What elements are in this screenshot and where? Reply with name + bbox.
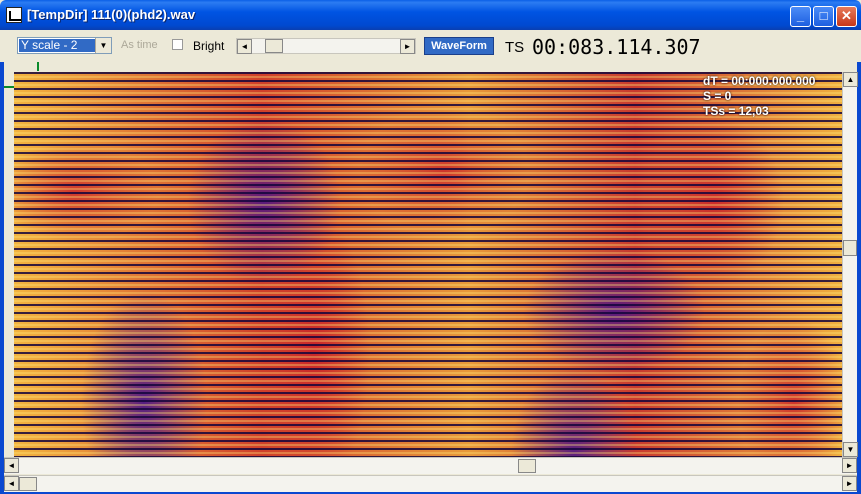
app-icon[interactable] xyxy=(6,7,22,23)
bright-label: Bright xyxy=(193,39,225,53)
scroll-up-arrow-icon[interactable]: ▲ xyxy=(843,72,858,87)
as-time-label: As time xyxy=(121,39,158,51)
tss-readout: TSs = 12,03 xyxy=(703,104,769,118)
ts-label: TS xyxy=(505,39,525,56)
horizontal-scrollbar-secondary[interactable]: ◄ ► xyxy=(4,475,857,492)
window-title: [TempDir] 111(0)(phd2).wav xyxy=(27,7,196,22)
timestamp-value: 00:083.114.307 xyxy=(532,35,701,59)
scroll-down-arrow-icon[interactable]: ▼ xyxy=(843,442,858,457)
bright-slider[interactable]: ◄ ► xyxy=(236,38,416,54)
close-button[interactable]: ✕ xyxy=(836,6,857,27)
ruler-cursor-marker xyxy=(37,62,39,71)
frequency-cursor-marker xyxy=(4,86,16,88)
scroll-right-arrow-icon[interactable]: ► xyxy=(842,458,857,473)
bright-slider-thumb[interactable] xyxy=(265,39,284,53)
measurement-overlay: dT = 00:000.000.000 S = 0 TSs = 12,03 xyxy=(703,74,815,119)
as-time-checkbox[interactable] xyxy=(172,39,183,50)
title-bar[interactable]: [TempDir] 111(0)(phd2).wav _ □ ✕ xyxy=(0,0,861,30)
scroll-left-arrow-icon[interactable]: ◄ xyxy=(4,458,19,473)
scroll-left-arrow-icon-2[interactable]: ◄ xyxy=(4,476,19,491)
bright-left-arrow-icon[interactable]: ◄ xyxy=(237,39,252,54)
vertical-scrollbar[interactable]: ▲ ▼ xyxy=(842,72,858,457)
scroll-right-arrow-icon-2[interactable]: ► xyxy=(842,476,857,491)
window-frame-bottom xyxy=(0,492,861,494)
maximize-button[interactable]: □ xyxy=(813,6,834,27)
minimize-button[interactable]: _ xyxy=(790,6,811,27)
chevron-down-icon[interactable]: ▼ xyxy=(95,38,111,53)
window-frame-right xyxy=(857,30,861,494)
bright-right-arrow-icon[interactable]: ► xyxy=(400,39,415,54)
s-readout: S = 0 xyxy=(703,89,732,103)
waveform-button[interactable]: WaveForm xyxy=(424,37,494,55)
time-ruler[interactable] xyxy=(4,62,857,72)
horizontal-scrollbar-main[interactable]: ◄ ► xyxy=(4,457,857,474)
horizontal-scroll-thumb-main[interactable] xyxy=(518,459,537,473)
yscale-select[interactable]: Y scale - 2 ▼ xyxy=(17,37,112,54)
horizontal-scroll-thumb-secondary[interactable] xyxy=(19,477,37,491)
yscale-selected-value: Y scale - 2 xyxy=(19,39,95,52)
spectrogram-view[interactable] xyxy=(14,72,842,457)
window-frame-left xyxy=(0,30,4,494)
delta-time-readout: dT = 00:000.000.000 xyxy=(703,74,816,88)
vertical-scroll-thumb[interactable] xyxy=(843,239,857,256)
